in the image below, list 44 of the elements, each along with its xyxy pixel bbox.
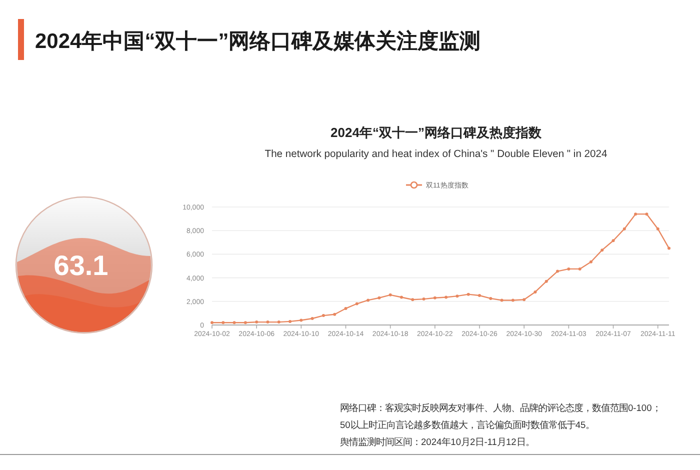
point [444,296,448,299]
point [668,246,670,250]
point [222,321,225,324]
point [511,298,514,302]
point [634,212,638,216]
text: 2024年中国“双十一”网络口碑及媒体关注度监测 [35,29,481,53]
point [388,293,392,296]
point [266,320,270,324]
point [556,270,560,273]
point [622,227,626,230]
chart-title: 2024年“双十一”网络口碑及热度指数 [330,125,542,140]
point [433,296,436,300]
point [544,280,548,283]
point [589,260,592,264]
point [578,267,582,270]
point [411,298,414,302]
point [333,312,336,316]
point [378,296,381,300]
point [210,321,214,324]
text: 50以上时正向言论越多数值越大，言论偏负面时数值常低于45。 [340,420,595,430]
point [344,306,348,310]
point [489,296,492,300]
point [567,267,570,270]
point [456,294,459,298]
point [310,317,314,320]
point [534,290,537,294]
point [422,298,426,301]
point [232,321,236,324]
point [300,318,303,322]
chart-subtitle: The network popularity and heat index of China's " Double Eleven " in 2024 [264,149,608,160]
point [366,298,370,302]
point [600,248,604,252]
point [500,298,504,302]
point [355,302,358,306]
point [400,296,403,299]
point [522,298,526,302]
point [645,212,648,216]
point [656,227,660,230]
data-label: 63.1 [54,250,108,281]
point [612,239,615,242]
text: 网络口碑：客观实时反映网友对事件、人物、品牌的评论态度，数值范围0-100； [340,403,661,413]
point [466,292,470,296]
text: 舆情监测时间区间：2024年10月2日-11月12日。 [340,437,534,447]
point [244,321,247,324]
